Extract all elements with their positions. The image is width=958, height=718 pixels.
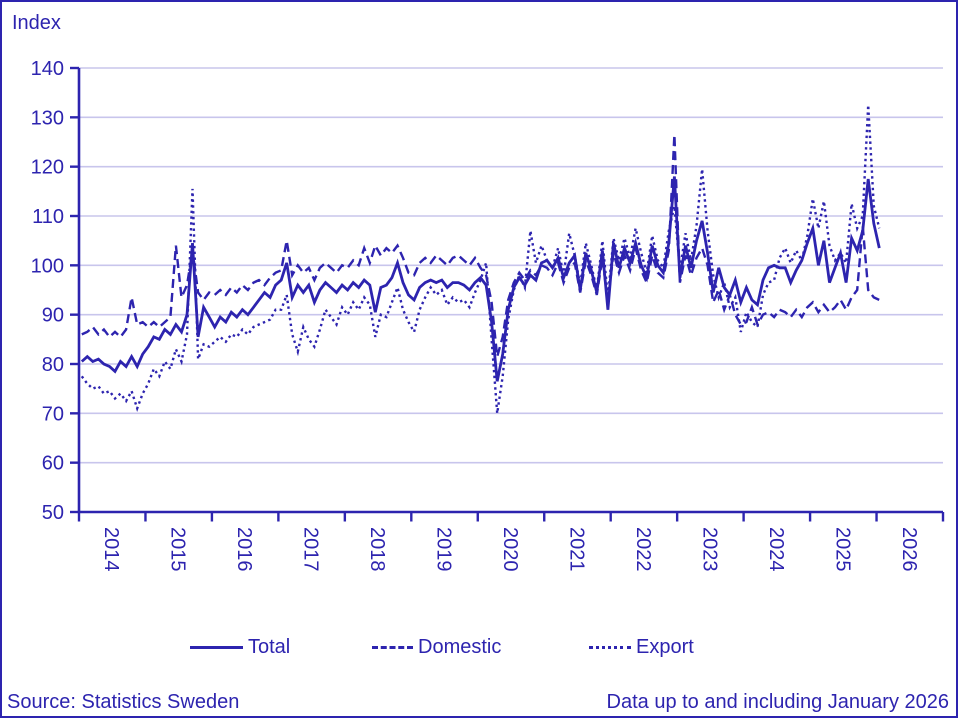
x-tick-label-2023: 2023 xyxy=(698,527,720,572)
total-line-sample-icon xyxy=(190,645,243,649)
x-tick-label-2020: 2020 xyxy=(499,527,521,572)
domestic-line-sample-icon xyxy=(372,645,413,649)
y-tick-label-100: 100 xyxy=(31,255,64,277)
y-tick-label-70: 70 xyxy=(42,403,64,425)
legend: Total Domestic Export xyxy=(2,632,956,664)
data-note: Data up to and including January 2026 xyxy=(606,691,949,713)
x-tick-label-2019: 2019 xyxy=(433,527,455,572)
y-tick-label-60: 60 xyxy=(42,453,64,475)
legend-item-domestic: Domestic xyxy=(372,632,501,662)
x-tick-label-2026: 2026 xyxy=(898,527,920,572)
legend-label-export: Export xyxy=(636,635,694,658)
x-tick-label-2021: 2021 xyxy=(565,527,587,572)
series-domestic-line xyxy=(81,134,880,357)
x-tick-label-2022: 2022 xyxy=(632,527,654,572)
y-tick-label-120: 120 xyxy=(31,157,64,179)
legend-item-export: Export xyxy=(589,632,694,662)
x-tick-label-2016: 2016 xyxy=(233,527,255,572)
x-tick-label-2024: 2024 xyxy=(765,527,787,572)
legend-label-domestic: Domestic xyxy=(418,635,502,658)
legend-item-total: Total xyxy=(190,632,290,662)
y-tick-label-110: 110 xyxy=(32,206,64,228)
x-tick-label-2017: 2017 xyxy=(300,527,322,572)
source-note: Source: Statistics Sweden xyxy=(7,691,240,713)
y-axis-title: Index xyxy=(12,12,61,34)
y-tick-label-90: 90 xyxy=(42,305,64,327)
x-tick-label-2014: 2014 xyxy=(100,527,122,572)
y-tick-label-140: 140 xyxy=(31,58,64,80)
line-chart: 50 60 70 80 90 100 110 120 130 140 2014 2015 2016 201… xyxy=(31,58,945,572)
x-tick-label-2015: 2015 xyxy=(167,527,189,572)
y-tick-label-80: 80 xyxy=(42,354,64,376)
legend-label-total: Total xyxy=(248,635,291,658)
x-tick-label-2018: 2018 xyxy=(366,527,388,572)
series-total-line xyxy=(80,176,881,382)
export-line-sample-icon xyxy=(589,645,631,649)
x-tick-label-2025: 2025 xyxy=(831,527,853,572)
y-tick-label-50: 50 xyxy=(42,502,64,524)
y-tick-label-130: 130 xyxy=(31,107,64,129)
series-export-line xyxy=(80,104,881,414)
